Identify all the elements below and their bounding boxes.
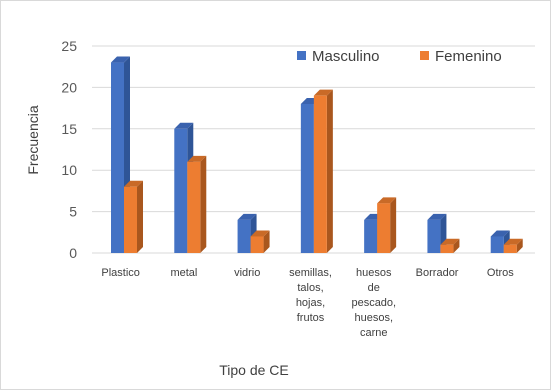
bar-front <box>364 219 378 253</box>
legend-swatch <box>297 51 306 60</box>
x-category-label: Borrador <box>416 267 459 279</box>
bar-top <box>503 238 523 245</box>
legend: Masculino Femenino <box>297 48 502 65</box>
bar-femenino <box>187 155 207 253</box>
x-category-label: semillas, talos, hojas, frutos <box>289 267 332 324</box>
y-axis-title: Frecuencia <box>25 105 41 174</box>
x-axis-title: Tipo de CE <box>219 362 289 378</box>
bar-front <box>250 236 264 253</box>
y-tick-label: 25 <box>61 38 77 54</box>
bar-femenino <box>124 180 143 253</box>
bar-top <box>124 180 143 187</box>
x-category-label: Plastico <box>101 267 140 279</box>
bar-top <box>174 122 194 129</box>
bar-top <box>250 230 270 237</box>
bar-front <box>427 219 441 253</box>
bar-front <box>313 95 327 254</box>
bar-front <box>503 244 517 253</box>
y-tick-label: 15 <box>61 121 77 137</box>
y-tick-label: 20 <box>61 79 77 95</box>
legend-label: Masculino <box>312 48 380 65</box>
bar-side <box>263 230 270 253</box>
bars <box>111 56 523 254</box>
x-category-label: huesos de pescado, huesos, carne <box>351 267 396 339</box>
bar-side <box>516 238 523 253</box>
bar-femenino <box>313 89 333 254</box>
bar-front <box>174 128 188 253</box>
bar-front <box>377 203 391 253</box>
bar-top <box>377 197 397 204</box>
y-tick-label: 0 <box>69 245 77 261</box>
bar-top <box>111 56 130 63</box>
bar-front <box>111 62 124 254</box>
bar-top <box>313 89 333 96</box>
bar-femenino <box>503 238 523 253</box>
bar-front <box>300 103 314 254</box>
bar-femenino <box>440 238 460 253</box>
bar-side <box>200 155 207 253</box>
bar-side <box>137 180 143 253</box>
legend-label: Femenino <box>435 48 502 65</box>
bar-front <box>187 161 201 253</box>
x-category-label: vidrio <box>234 267 260 279</box>
bar-top <box>440 238 460 245</box>
bar-top <box>237 213 257 220</box>
bar-side <box>390 197 397 253</box>
gridlines <box>92 45 535 254</box>
legend-swatch <box>420 51 429 60</box>
bar-front <box>124 186 137 253</box>
bar-femenino <box>377 197 397 253</box>
bar-side <box>326 89 333 254</box>
bar-top <box>187 155 207 162</box>
y-axis-ticks: 0 5 10 15 20 25 <box>61 38 77 261</box>
bar-femenino <box>250 230 270 253</box>
bar-top <box>490 230 510 237</box>
bar-top <box>427 213 447 220</box>
bar-front <box>440 244 454 253</box>
x-axis-categories: Plastico metal vidrio semillas, talos, hojas,… <box>101 267 514 339</box>
x-category-label: Otros <box>487 267 514 279</box>
y-tick-label: 5 <box>69 204 77 220</box>
bar-front <box>490 236 504 253</box>
y-tick-label: 10 <box>61 162 77 178</box>
bar-front <box>237 219 251 253</box>
x-category-label: metal <box>170 267 197 279</box>
bar-side <box>453 238 460 253</box>
